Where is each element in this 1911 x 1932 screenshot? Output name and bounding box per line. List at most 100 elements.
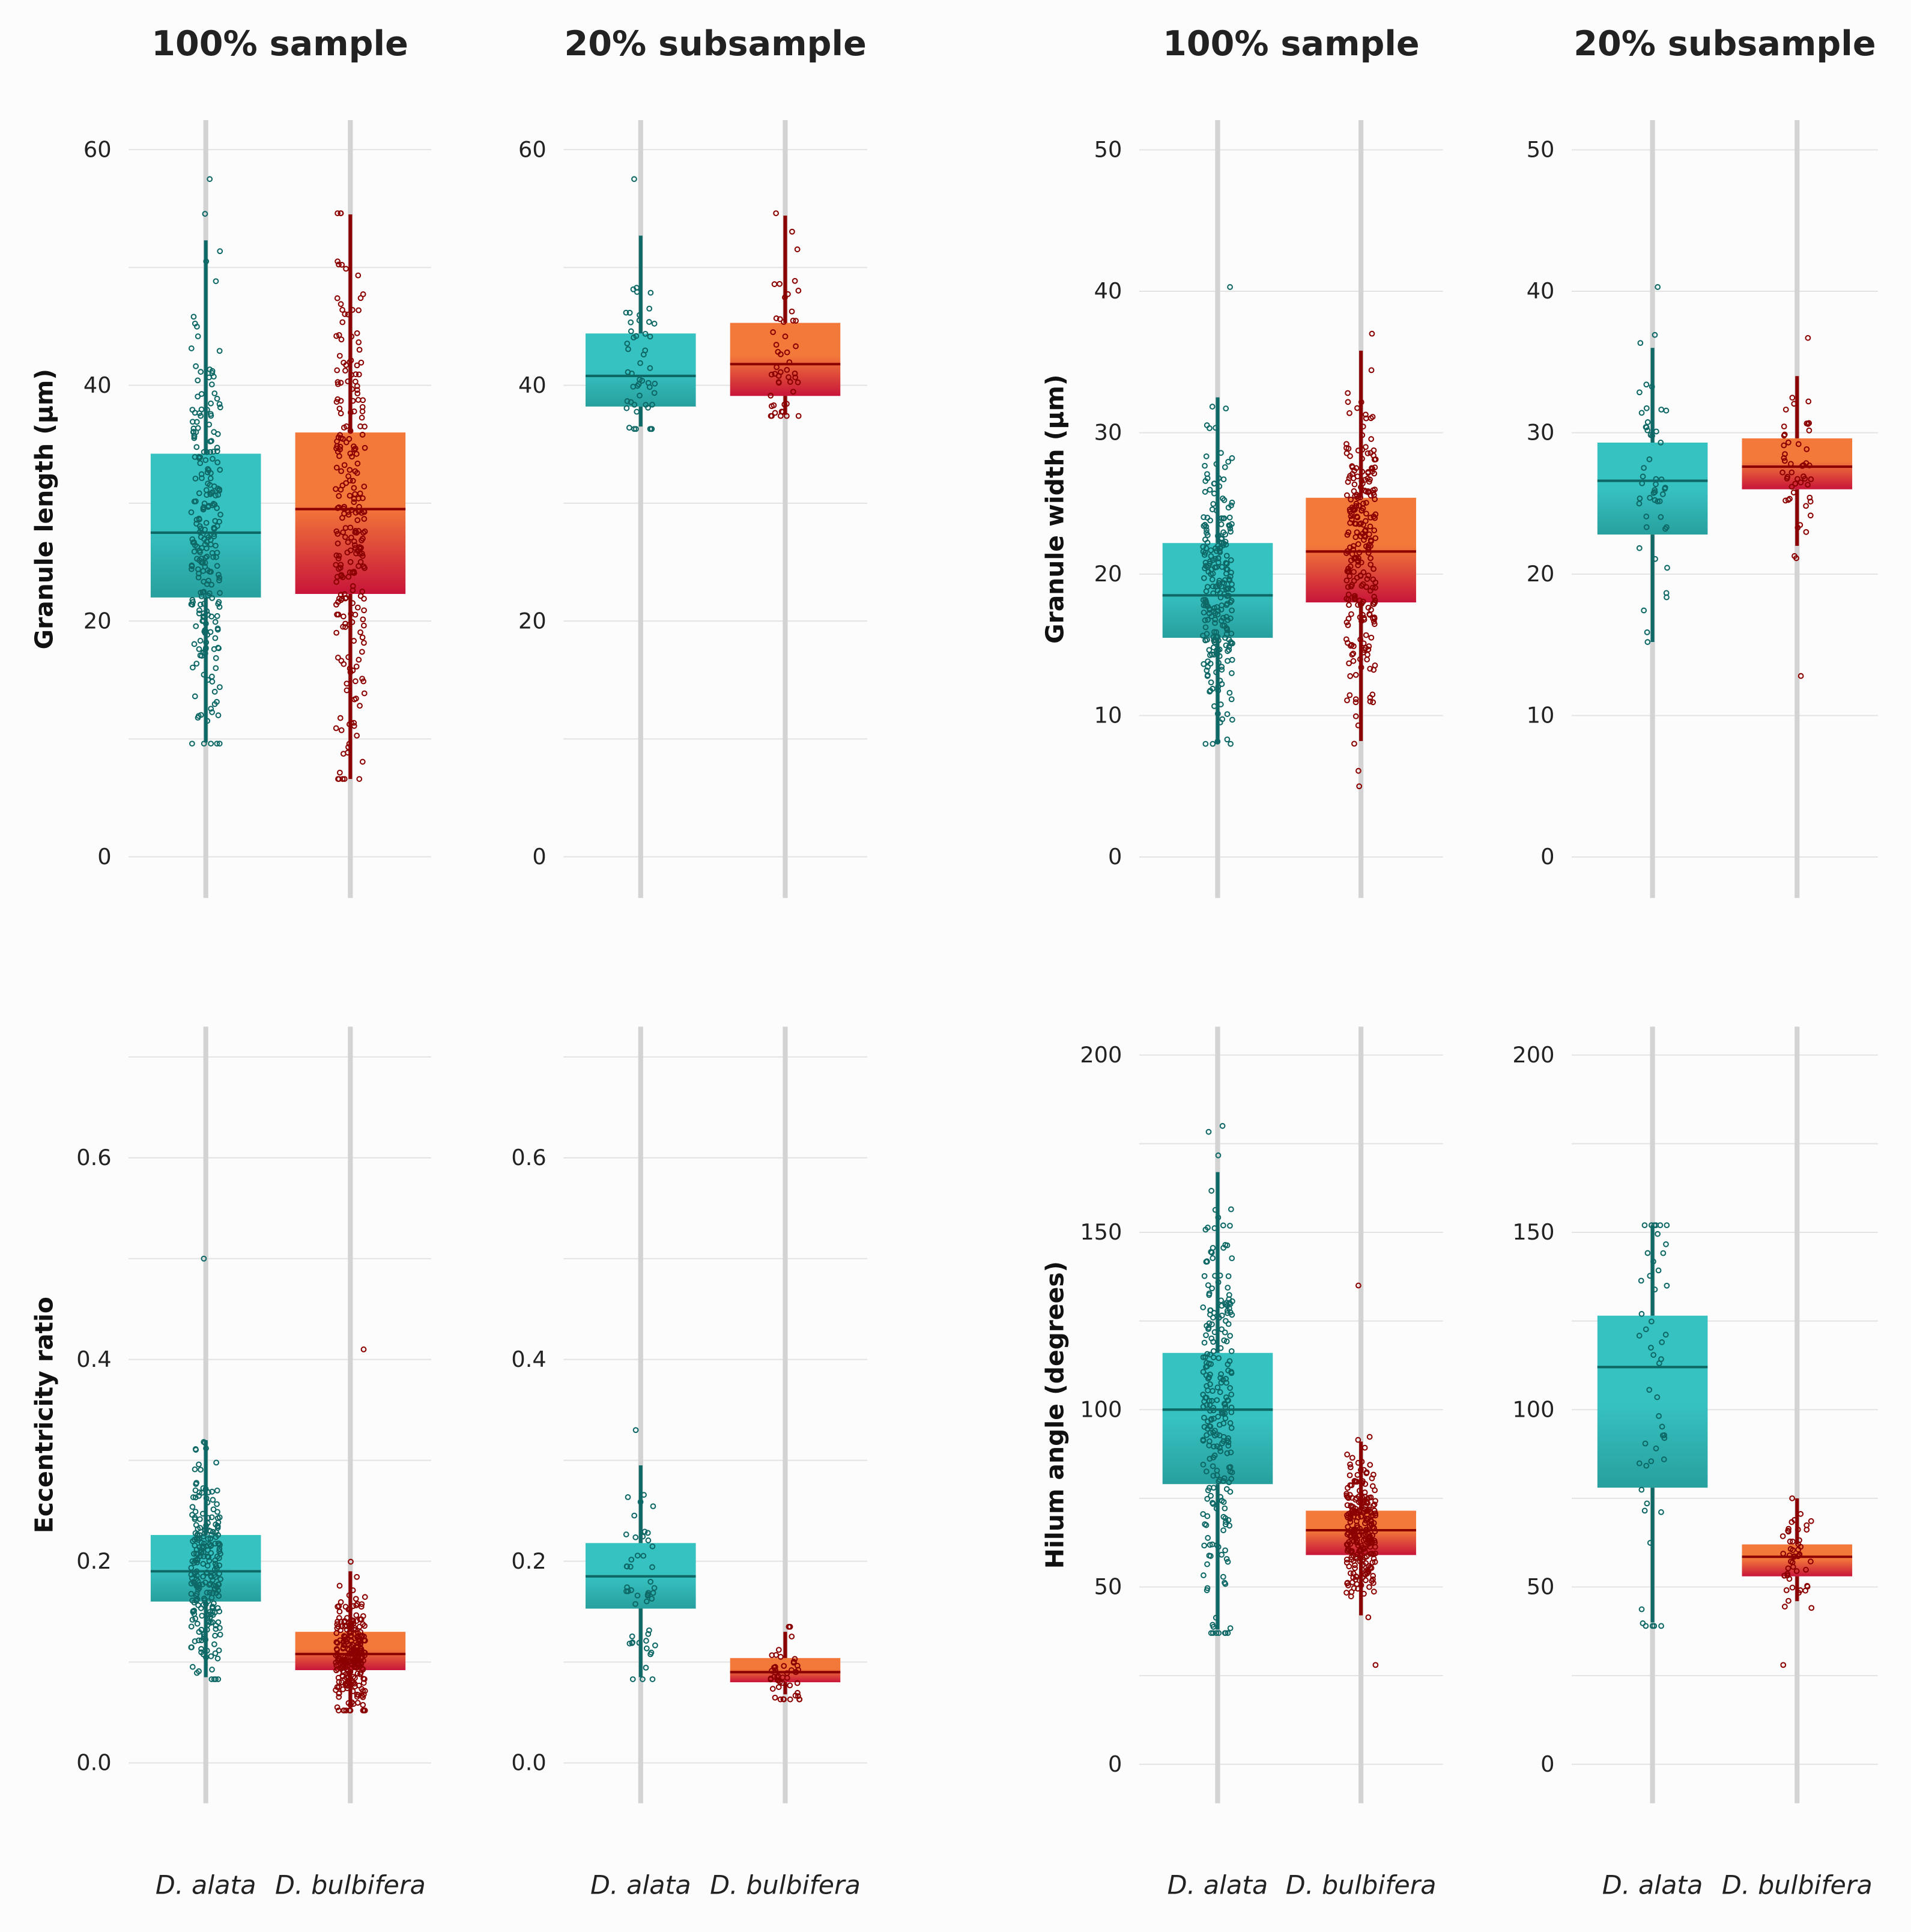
data-point xyxy=(773,315,780,321)
data-point xyxy=(202,1440,208,1446)
data-point xyxy=(196,1492,202,1499)
data-point xyxy=(216,1540,222,1547)
data-point xyxy=(336,1608,343,1615)
data-point xyxy=(214,626,221,633)
y-tick-label: 10 xyxy=(1527,703,1555,728)
data-point xyxy=(214,1523,221,1530)
data-point xyxy=(1367,694,1373,701)
data-point xyxy=(1368,436,1375,442)
data-point xyxy=(348,333,355,340)
data-point xyxy=(1227,1223,1233,1229)
data-point xyxy=(1210,1348,1217,1354)
data-point xyxy=(203,519,210,526)
data-point xyxy=(1346,1539,1352,1545)
data-point xyxy=(336,332,342,338)
data-point xyxy=(1350,650,1357,657)
data-point xyxy=(1650,1258,1656,1265)
data-point xyxy=(1205,1128,1212,1135)
data-point xyxy=(215,712,222,718)
data-point xyxy=(333,629,340,636)
data-point xyxy=(1222,531,1229,538)
data-point xyxy=(202,650,208,656)
data-point xyxy=(795,1693,801,1700)
data-point xyxy=(1223,1486,1230,1492)
data-point xyxy=(1202,565,1208,572)
data-point xyxy=(629,1639,636,1646)
data-point xyxy=(1358,1582,1364,1588)
data-point xyxy=(1228,1391,1235,1398)
data-point xyxy=(356,495,362,501)
data-point xyxy=(794,246,801,253)
data-point xyxy=(202,541,208,548)
data-point xyxy=(333,445,339,452)
data-point xyxy=(1210,1405,1217,1411)
data-point xyxy=(1808,1558,1814,1564)
data-point xyxy=(1652,556,1658,562)
data-point xyxy=(1227,1385,1234,1391)
data-point xyxy=(1372,584,1378,591)
data-point xyxy=(1203,588,1210,595)
data-point xyxy=(1664,565,1670,571)
data-point xyxy=(1210,501,1217,507)
data-point xyxy=(1204,1351,1211,1357)
data-point xyxy=(1646,1387,1653,1393)
data-point xyxy=(628,1587,634,1593)
data-point xyxy=(1222,1579,1228,1586)
data-point xyxy=(354,1700,361,1706)
data-point xyxy=(207,475,214,482)
data-point xyxy=(1358,1528,1365,1534)
data-point xyxy=(1217,1389,1223,1395)
data-point xyxy=(208,489,215,496)
data-point xyxy=(214,1509,220,1515)
data-point xyxy=(1643,524,1650,530)
data-point xyxy=(1214,587,1221,594)
data-point xyxy=(207,482,213,488)
data-point xyxy=(1369,1539,1375,1546)
data-point xyxy=(1220,1513,1227,1520)
data-point xyxy=(643,1645,650,1652)
data-point xyxy=(1643,513,1650,519)
data-point xyxy=(1662,1331,1669,1338)
data-point xyxy=(1210,1485,1217,1491)
data-point xyxy=(1219,539,1225,546)
y-tick-label: 0.0 xyxy=(511,1750,546,1776)
data-point xyxy=(195,1578,201,1584)
data-point xyxy=(209,1488,215,1495)
data-point xyxy=(1355,541,1361,547)
data-point xyxy=(1652,1286,1658,1293)
data-point xyxy=(195,377,201,384)
data-point xyxy=(205,577,212,584)
data-point xyxy=(1223,1318,1229,1324)
data-point xyxy=(349,307,356,313)
data-point xyxy=(333,725,339,731)
data-point xyxy=(1347,1461,1353,1468)
data-point xyxy=(217,248,223,255)
data-point xyxy=(211,390,218,396)
data-point xyxy=(1204,1432,1210,1438)
data-point xyxy=(1210,1255,1216,1261)
data-point xyxy=(1222,539,1229,545)
data-point xyxy=(193,363,199,369)
data-point xyxy=(1348,611,1354,617)
data-point xyxy=(1220,1411,1226,1417)
data-point xyxy=(1218,521,1225,527)
data-point xyxy=(1213,1614,1219,1621)
data-point xyxy=(1218,617,1225,624)
data-point xyxy=(1205,1534,1211,1541)
data-point xyxy=(193,1591,200,1597)
data-point xyxy=(636,317,643,324)
data-point xyxy=(647,365,653,371)
data-point xyxy=(773,210,780,216)
data-point xyxy=(214,505,220,511)
data-point xyxy=(772,1694,778,1701)
data-point xyxy=(188,1572,195,1578)
data-point xyxy=(1354,493,1360,500)
y-tick-label: 150 xyxy=(1512,1219,1554,1245)
data-point xyxy=(353,530,360,536)
data-point xyxy=(1359,455,1365,462)
data-point xyxy=(1657,1222,1664,1229)
data-point xyxy=(347,428,354,434)
data-point xyxy=(1229,607,1235,614)
data-point xyxy=(1216,653,1223,659)
data-point xyxy=(343,265,349,272)
